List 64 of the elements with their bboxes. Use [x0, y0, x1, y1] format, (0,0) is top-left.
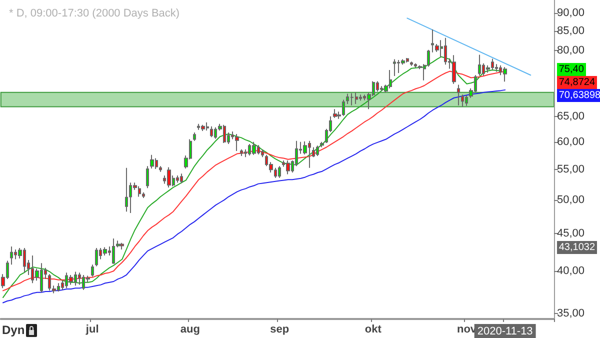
candlestick [235, 134, 239, 152]
x-tick-label: okt [364, 324, 382, 336]
candlestick [48, 274, 51, 292]
candlestick [320, 141, 324, 148]
candlestick [159, 166, 162, 172]
annotation: 43,1032 [556, 240, 598, 254]
y-tick-label: 55,00 [557, 164, 585, 176]
candlestick [333, 108, 337, 118]
candlestick [261, 148, 264, 158]
candlestick [350, 92, 354, 106]
candlestick [167, 166, 171, 188]
candlestick [142, 192, 145, 199]
y-tick-label: 90,00 [557, 6, 585, 19]
candlestick [112, 238, 115, 264]
y-tick-label: 60,00 [557, 136, 585, 148]
candlestick [457, 84, 460, 106]
text: * D, 09:00-17:30 (2000 Days Back) [9, 8, 180, 20]
candlestick [312, 146, 315, 158]
y-tick-label: 40,00 [557, 264, 585, 277]
candlestick [444, 37, 447, 66]
candlestick [146, 166, 149, 189]
candlestick [503, 66, 507, 82]
y-tick-label: 45,00 [557, 227, 585, 240]
candlestick [193, 132, 196, 142]
x-tick-label: 2020-11-13 [477, 326, 533, 338]
x-tick-label: jul [84, 324, 99, 336]
candlestick [176, 174, 179, 184]
candlestick [240, 148, 243, 157]
candlestick [465, 95, 468, 106]
candlestick [180, 173, 183, 184]
candlestick [393, 58, 396, 77]
y-tick-label: 35,00 [557, 307, 585, 320]
candlestick [69, 274, 73, 286]
candlestick [316, 145, 319, 157]
candlestick [103, 246, 107, 256]
candlestick [120, 242, 124, 250]
candlestick [376, 80, 379, 92]
candlestick [210, 126, 213, 138]
candlestick [278, 166, 281, 178]
candlestick [452, 54, 456, 84]
text: 70,63898 [556, 88, 600, 102]
candlestick [359, 94, 362, 102]
candlestick [461, 94, 464, 108]
y-tick-label: 80,00 [557, 44, 585, 56]
text: Dyn [2, 323, 25, 337]
y-tick-label: 50,00 [557, 194, 585, 206]
candlestick [52, 285, 56, 294]
candlestick [431, 29, 434, 53]
y-tick-label: 85,00 [557, 25, 585, 38]
x-tick-label: aug [180, 324, 200, 336]
text: 74,8724 [556, 76, 598, 89]
candlestick [201, 124, 205, 132]
y-tick-label: 65,00 [557, 110, 585, 122]
annotation: 75,40 [556, 62, 586, 76]
candlestick [478, 54, 481, 76]
candlestick [252, 141, 256, 156]
candlestick [91, 264, 94, 278]
candlestick [286, 160, 290, 175]
x-tick-label: sep [270, 324, 290, 336]
candlestick [95, 247, 98, 267]
candlestick [150, 154, 154, 169]
candlestick [125, 167, 128, 212]
candlestick [116, 240, 120, 248]
candlestick [10, 246, 13, 266]
